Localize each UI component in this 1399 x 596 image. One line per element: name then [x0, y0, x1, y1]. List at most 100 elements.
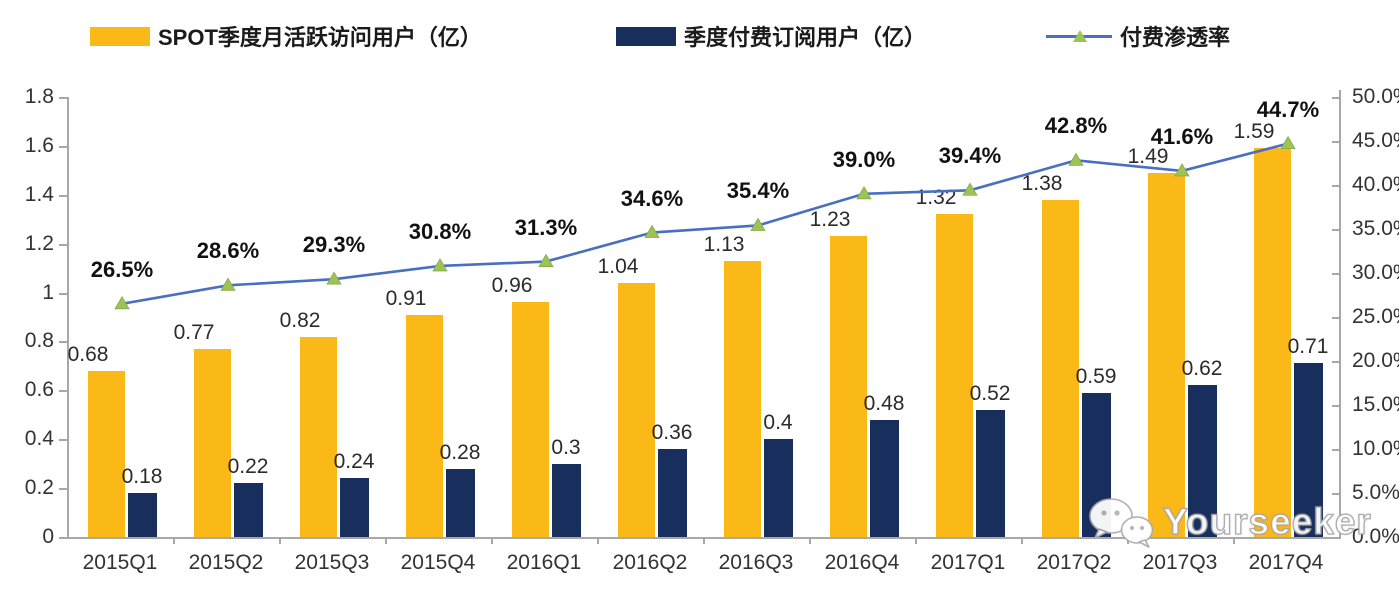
legend-label-subs: 季度付费订阅用户（亿）: [684, 25, 927, 50]
y-axis-right-label: 30.0%: [1352, 261, 1399, 284]
y-axis-left-tick: [59, 243, 67, 246]
bar-value-label-mau: 1.23: [809, 208, 851, 232]
bar-mau: [194, 348, 231, 537]
y-axis-left-label: 1.6: [24, 133, 54, 157]
bar-subs: [1294, 363, 1323, 537]
penetration-point-label: 34.6%: [620, 185, 684, 211]
watermark: Yourseeker: [1085, 494, 1372, 550]
y-axis-left-label: 1: [42, 280, 54, 304]
bar-value-label-subs: 0.36: [651, 421, 693, 444]
penetration-point-label: 44.7%: [1256, 96, 1320, 122]
y-axis-right-label: 5.0%: [1352, 481, 1399, 504]
y-axis-left-tick: [59, 194, 67, 197]
y-axis-left-label: 1.8: [24, 85, 54, 108]
line-marker-triangle: [538, 253, 554, 267]
line-marker-triangle: [326, 271, 342, 285]
y-axis-right-tick: [1332, 537, 1339, 539]
y-axis-right-label: 10.0%: [1352, 437, 1399, 460]
y-axis-right-tick: [1332, 97, 1339, 99]
y-axis-left-tick: [59, 488, 67, 491]
line-marker-triangle: [1174, 163, 1190, 177]
y-axis-left-label: 0: [42, 525, 54, 548]
bar-mau: [300, 336, 337, 537]
y-axis-left-tick: [59, 439, 67, 442]
bar-mau: [88, 370, 125, 537]
y-axis-right-label: 45.0%: [1352, 129, 1399, 152]
bar-mau: [1148, 172, 1185, 537]
bar-mau: [1254, 148, 1291, 537]
x-axis-tick: [703, 537, 705, 544]
y-axis-left-label: 0.8: [24, 329, 54, 353]
penetration-point-label: 41.6%: [1150, 123, 1214, 149]
bar-value-label-mau: 1.49: [1127, 144, 1169, 168]
bar-value-label-subs: 0.62: [1181, 357, 1223, 381]
x-axis-tick: [173, 537, 175, 544]
penetration-point-label: 35.4%: [726, 178, 790, 204]
watermark-text: Yourseeker: [1162, 500, 1372, 542]
y-axis-right-tick: [1332, 273, 1339, 275]
bar-subs: [128, 493, 157, 537]
y-axis-right-tick: [1332, 185, 1339, 187]
x-axis-label: 2015Q2: [188, 551, 264, 574]
penetration-point-label: 42.8%: [1044, 113, 1108, 139]
bar-value-label-mau: 0.77: [173, 320, 215, 344]
bar-subs: [976, 409, 1005, 537]
x-axis-tick: [279, 537, 281, 544]
bar-value-label-subs: 0.48: [863, 391, 905, 415]
x-axis-label: 2016Q4: [824, 551, 900, 574]
bar-mau: [618, 282, 655, 537]
line-marker-triangle: [962, 182, 978, 196]
legend-label-mau: SPOT季度月活跃访问用户（亿）: [158, 25, 482, 50]
y-axis-left-label: 1.4: [24, 182, 54, 206]
penetration-point-label: 26.5%: [90, 256, 154, 282]
bar-mau: [830, 236, 867, 537]
mau-bar-swatch: [90, 26, 150, 46]
x-axis-tick: [809, 537, 811, 544]
x-axis-label: 2016Q3: [718, 551, 794, 574]
bar-value-label-mau: 0.68: [67, 342, 109, 366]
y-axis-left: [67, 97, 69, 537]
x-axis-tick: [491, 537, 493, 544]
bar-value-label-subs: 0.59: [1075, 364, 1117, 388]
bar-subs: [1188, 385, 1217, 537]
y-axis-right-label: 0.0%: [1352, 525, 1399, 548]
wechat-icon: [1089, 498, 1154, 548]
x-axis-tick: [1233, 537, 1235, 544]
y-axis-right-tick: [1332, 317, 1339, 319]
penetration-line: [121, 142, 1289, 306]
bar-value-label-subs: 0.28: [439, 440, 481, 464]
bar-value-label-subs: 0.71: [1287, 335, 1329, 359]
bar-subs: [446, 468, 475, 537]
bar-value-label-mau: 1.38: [1021, 171, 1063, 195]
x-axis-tick: [385, 537, 387, 544]
y-axis-right-label: 35.0%: [1352, 217, 1399, 240]
y-axis-left-label: 0.4: [24, 427, 54, 451]
bar-value-label-mau: 1.04: [597, 254, 639, 278]
bar-mau: [936, 214, 973, 537]
x-axis-tick: [1021, 537, 1023, 544]
bar-mau: [724, 260, 761, 537]
bar-subs: [340, 478, 369, 537]
bar-value-label-mau: 1.13: [703, 232, 745, 256]
bar-subs: [870, 419, 899, 537]
bar-subs: [234, 483, 263, 537]
bar-value-label-mau: 0.96: [491, 274, 533, 298]
x-axis-label: 2016Q1: [506, 551, 582, 574]
x-axis-tick: [915, 537, 917, 544]
bar-value-label-mau: 0.91: [385, 286, 427, 310]
x-axis-label: 2017Q3: [1142, 551, 1218, 574]
y-axis-right-label: 20.0%: [1352, 349, 1399, 372]
line-marker-triangle: [644, 224, 660, 238]
bar-value-label-subs: 0.52: [969, 381, 1011, 405]
line-marker-triangle: [114, 296, 130, 310]
penetration-point-label: 39.4%: [938, 143, 1002, 169]
x-axis-label: 2015Q3: [294, 551, 370, 574]
line-marker-triangle: [220, 277, 236, 291]
penetration-point-label: 29.3%: [302, 232, 366, 258]
y-axis-left-tick: [59, 537, 67, 539]
line-marker-triangle: [432, 258, 448, 272]
y-axis-right-tick: [1332, 141, 1339, 143]
bar-value-label-subs: 0.18: [121, 465, 163, 488]
bar-value-label-mau: 1.59: [1233, 120, 1275, 144]
y-axis-right-label: 50.0%: [1352, 85, 1399, 108]
